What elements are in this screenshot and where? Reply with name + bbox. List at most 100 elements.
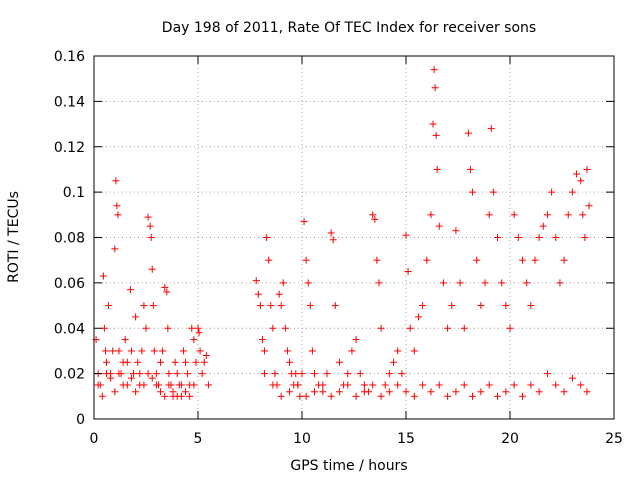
data-point	[138, 347, 146, 355]
data-point	[427, 211, 435, 219]
data-point	[583, 165, 591, 173]
data-point	[518, 392, 526, 400]
data-point	[130, 370, 138, 378]
data-point	[182, 388, 190, 396]
data-point	[348, 347, 356, 355]
data-point	[469, 188, 477, 196]
data-point	[331, 302, 339, 310]
data-point	[132, 388, 140, 396]
data-point	[452, 227, 460, 235]
data-point	[494, 234, 502, 241]
data-point	[360, 381, 368, 389]
data-point	[109, 347, 117, 355]
data-point	[319, 388, 327, 396]
data-point	[489, 188, 497, 196]
data-point	[115, 370, 123, 378]
data-point	[419, 381, 427, 389]
x-tick-label: 15	[397, 431, 415, 447]
data-point	[188, 324, 196, 332]
data-point	[298, 370, 306, 378]
data-point	[165, 381, 173, 389]
data-point	[427, 388, 435, 396]
data-point	[423, 256, 431, 264]
data-point	[527, 302, 535, 310]
x-tick-label: 5	[194, 431, 203, 447]
data-point	[377, 392, 385, 400]
data-point	[261, 347, 269, 355]
data-point	[535, 234, 543, 241]
data-point	[543, 211, 551, 219]
data-point	[390, 358, 398, 366]
data-point	[258, 336, 266, 344]
data-point	[431, 84, 439, 92]
data-point	[111, 388, 119, 396]
data-point	[419, 302, 427, 310]
data-point	[373, 256, 381, 264]
data-point	[308, 347, 316, 355]
data-point	[294, 381, 302, 389]
data-point	[319, 381, 327, 389]
data-point	[102, 370, 110, 378]
data-point	[335, 388, 343, 396]
y-tick-labels: 0 0.02 0.04 0.06 0.08 0.1 0.12 0.14 0.16	[54, 49, 85, 428]
data-point	[300, 218, 308, 226]
data-point	[114, 211, 122, 219]
data-point	[123, 358, 131, 366]
data-point	[485, 381, 493, 389]
data-point	[481, 279, 489, 287]
data-point	[149, 302, 157, 310]
data-point	[132, 313, 140, 321]
data-point	[304, 279, 312, 287]
data-point	[254, 290, 262, 298]
y-tick-label: 0.02	[54, 367, 85, 383]
axis-ticks	[93, 55, 615, 420]
data-point	[344, 370, 352, 378]
data-point	[548, 188, 556, 196]
data-point	[477, 388, 485, 396]
data-point	[581, 234, 589, 241]
data-point	[271, 370, 279, 378]
x-tick-labels: 0 5 10 15 20 25	[90, 431, 623, 447]
data-point	[190, 381, 198, 389]
data-point	[469, 392, 477, 400]
data-point	[190, 336, 198, 344]
data-point	[444, 324, 452, 332]
data-point	[506, 324, 514, 332]
y-tick-label: 0.16	[54, 49, 85, 65]
data-point	[204, 381, 212, 389]
y-tick-label: 0.12	[54, 140, 85, 156]
data-point	[186, 392, 194, 400]
data-point	[179, 347, 187, 355]
data-point	[102, 358, 110, 366]
data-point	[531, 256, 539, 264]
data-point	[184, 370, 192, 378]
data-point	[302, 256, 310, 264]
data-point	[502, 302, 510, 310]
data-point	[583, 388, 591, 396]
data-point	[514, 234, 522, 241]
data-point	[577, 381, 585, 389]
data-point	[126, 286, 134, 294]
y-tick-label: 0.06	[54, 276, 85, 292]
data-point	[152, 370, 160, 378]
data-point	[460, 381, 468, 389]
data-point	[157, 358, 165, 366]
data-point	[329, 236, 337, 244]
data-point	[296, 392, 304, 400]
data-point	[269, 324, 277, 332]
y-axis-label: ROTI / TECUs	[6, 191, 22, 283]
x-tick-label: 10	[293, 431, 311, 447]
data-point	[371, 215, 379, 223]
data-point	[136, 370, 144, 378]
data-point	[381, 381, 389, 389]
data-point	[99, 272, 107, 280]
x-tick-label: 25	[605, 431, 623, 447]
data-point	[464, 129, 472, 137]
data-point	[323, 370, 331, 378]
data-point	[169, 388, 177, 396]
data-point	[195, 329, 203, 337]
y-tick-label: 0.14	[54, 94, 85, 110]
data-point	[277, 392, 285, 400]
data-point	[134, 358, 142, 366]
data-point	[485, 211, 493, 219]
